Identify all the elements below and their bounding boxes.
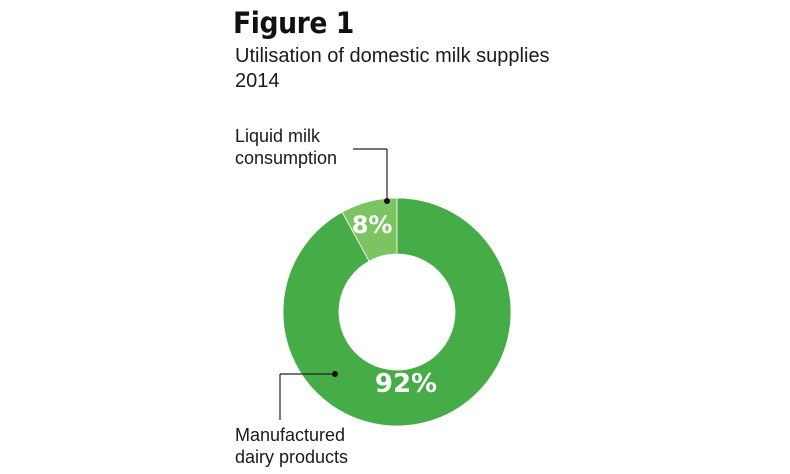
slice-label-liquid-milk: 8% — [352, 211, 393, 239]
slice-label-manufactured-dairy: 92% — [375, 369, 437, 399]
callout-liquid-milk: Liquid milk consumption — [235, 126, 390, 204]
callout-manufactured-dairy: Manufactured dairy products — [235, 371, 348, 467]
callout-liquid-milk-line-1: Liquid milk — [235, 126, 321, 146]
callout-manufactured-line-2: dairy products — [235, 447, 348, 467]
callout-manufactured-line-1: Manufactured — [235, 425, 345, 445]
figure-label: Figure 1 — [233, 6, 354, 40]
callout-manufactured-dot — [332, 371, 338, 377]
chart-title: Utilisation of domestic milk supplies 20… — [235, 45, 550, 92]
donut-labels: 8% 92% — [352, 211, 437, 399]
callout-liquid-milk-line-2: consumption — [235, 148, 337, 168]
callout-liquid-milk-dot — [384, 198, 390, 204]
